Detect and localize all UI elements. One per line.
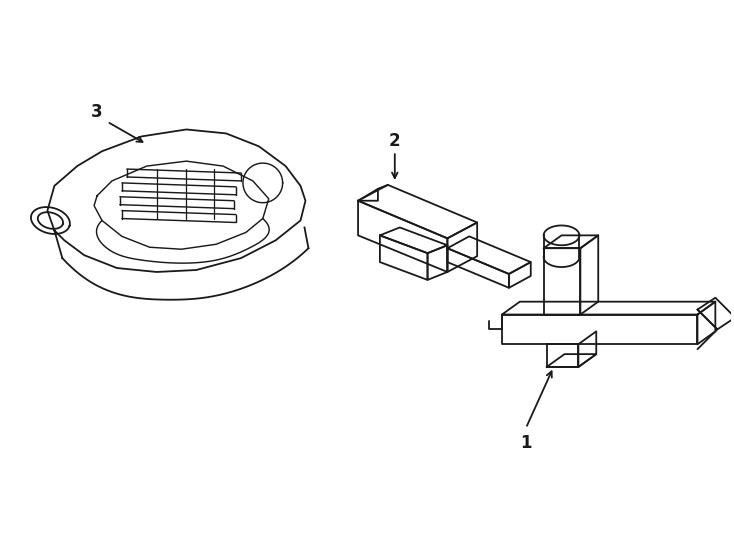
Text: 2: 2 xyxy=(389,132,401,150)
Text: 1: 1 xyxy=(520,434,531,452)
Text: 3: 3 xyxy=(91,103,103,120)
